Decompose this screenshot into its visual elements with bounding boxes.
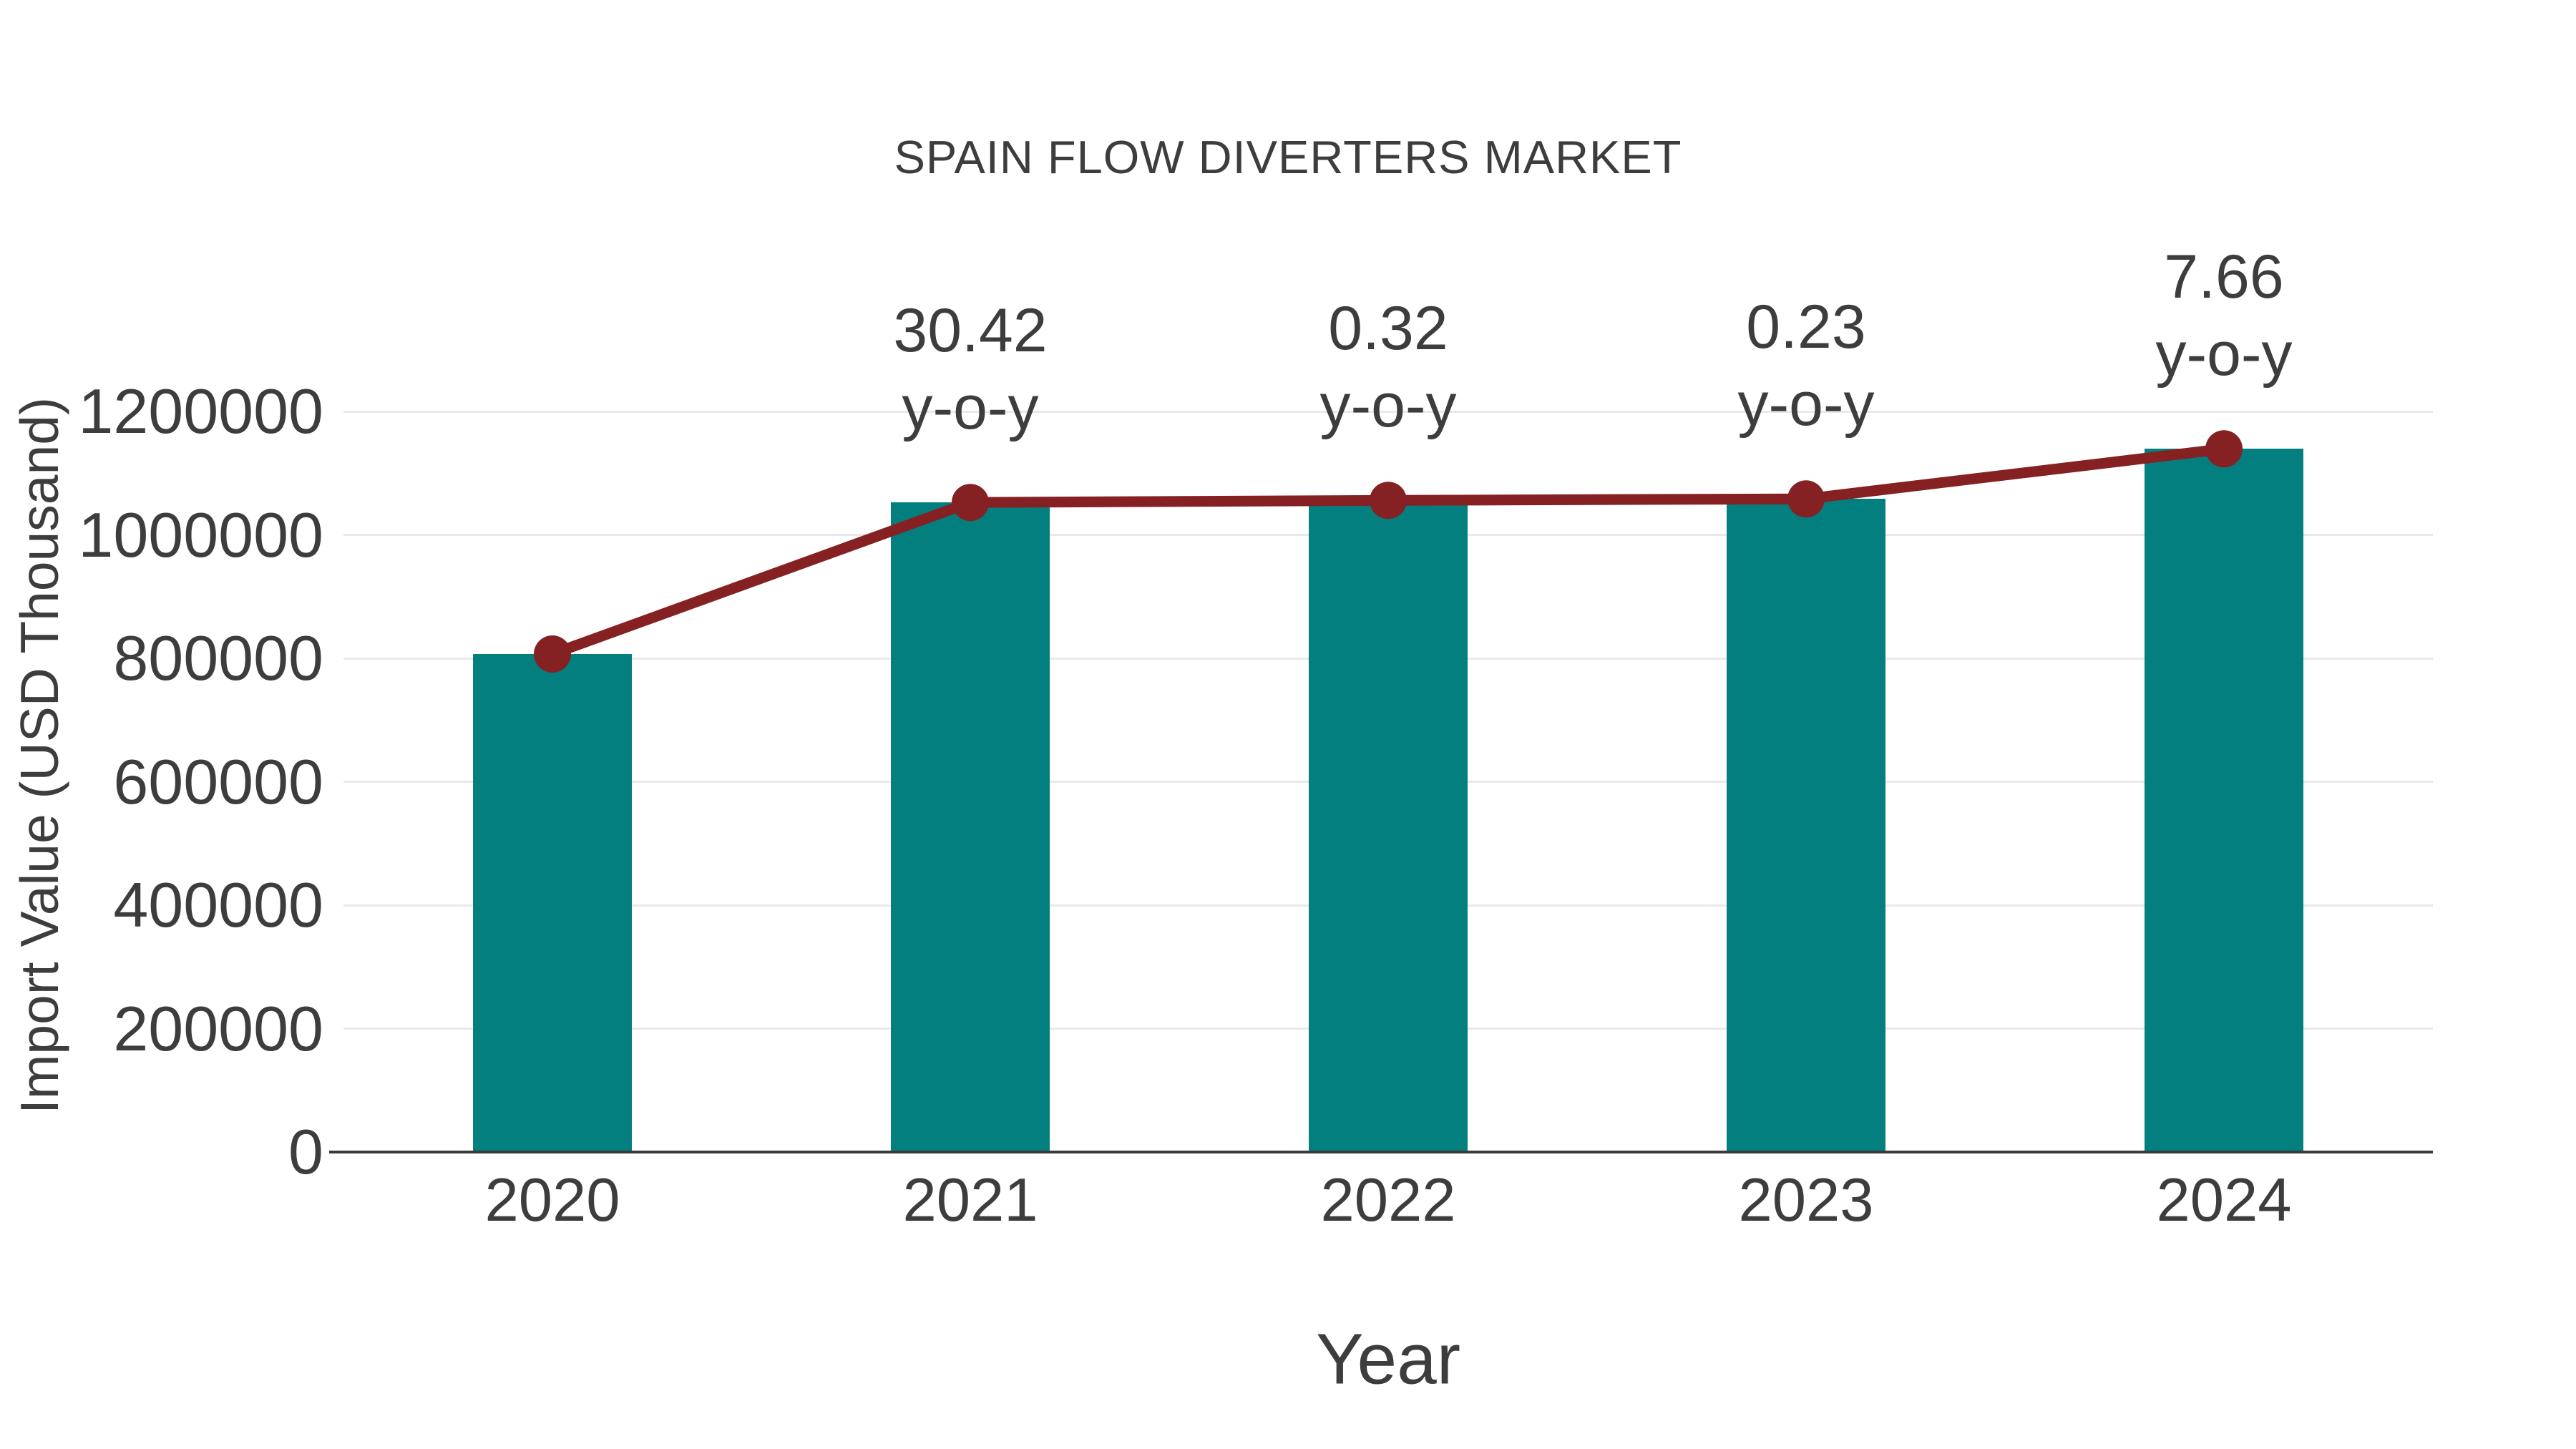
x-tick-label-2024: 2024 [2156, 1166, 2292, 1234]
y-tick-label: 600000 [113, 746, 323, 817]
bar-2024 [2145, 449, 2303, 1152]
y-axis-title: Import Value (USD Thousand) [9, 397, 69, 1114]
yoy-annotation-2024: 7.66 y-o-y [2155, 238, 2292, 393]
x-tick-label-2021: 2021 [902, 1166, 1038, 1234]
y-tick-label: 1200000 [78, 376, 323, 447]
x-tick-label-2022: 2022 [1320, 1166, 1456, 1234]
bar-2021 [891, 502, 1050, 1152]
yoy-label: y-o-y [1319, 371, 1457, 441]
yoy-annotation-2023: 0.23 y-o-y [1737, 288, 1874, 443]
gridline-1200000 [343, 410, 2433, 413]
yoy-value: 7.66 [2164, 243, 2284, 312]
x-axis-title: Year [1315, 1319, 1461, 1400]
data-point-marker-2020 [534, 635, 571, 673]
yoy-label: y-o-y [2155, 320, 2293, 389]
yoy-label: y-o-y [902, 374, 1039, 443]
data-point-marker-2022 [1370, 482, 1407, 519]
data-point-marker-2024 [2205, 430, 2243, 468]
plot-area: 0 200000 400000 600000 800000 1000000 1200000 2… [78, 243, 2433, 1234]
yoy-value: 30.42 [893, 296, 1048, 366]
x-tick-label-2020: 2020 [484, 1166, 620, 1234]
data-point-marker-2021 [952, 484, 989, 522]
trend-line-layer [534, 430, 2243, 673]
data-point-marker-2023 [1787, 480, 1825, 518]
bar-2022 [1309, 500, 1468, 1152]
bar-2023 [1727, 499, 1885, 1152]
yoy-label: y-o-y [1737, 370, 1875, 439]
y-tick-label: 200000 [113, 992, 323, 1064]
y-tick-label: 800000 [113, 623, 323, 693]
x-tick-label-2023: 2023 [1738, 1166, 1874, 1234]
bar-2020 [473, 653, 632, 1152]
yoy-value: 0.23 [1746, 293, 1866, 362]
y-tick-label: 1000000 [78, 499, 323, 570]
yoy-value: 0.32 [1328, 294, 1448, 364]
y-tick-label: 0 [288, 1116, 323, 1187]
y-tick-label: 400000 [113, 869, 323, 940]
x-axis-line [329, 1151, 2433, 1153]
yoy-annotation-2021: 30.42 y-o-y [893, 292, 1047, 447]
trend-line [550, 443, 2225, 660]
yoy-annotation-2022: 0.32 y-o-y [1319, 290, 1456, 444]
chart-title: SPAIN FLOW DIVERTERS MARKET [894, 131, 1682, 183]
